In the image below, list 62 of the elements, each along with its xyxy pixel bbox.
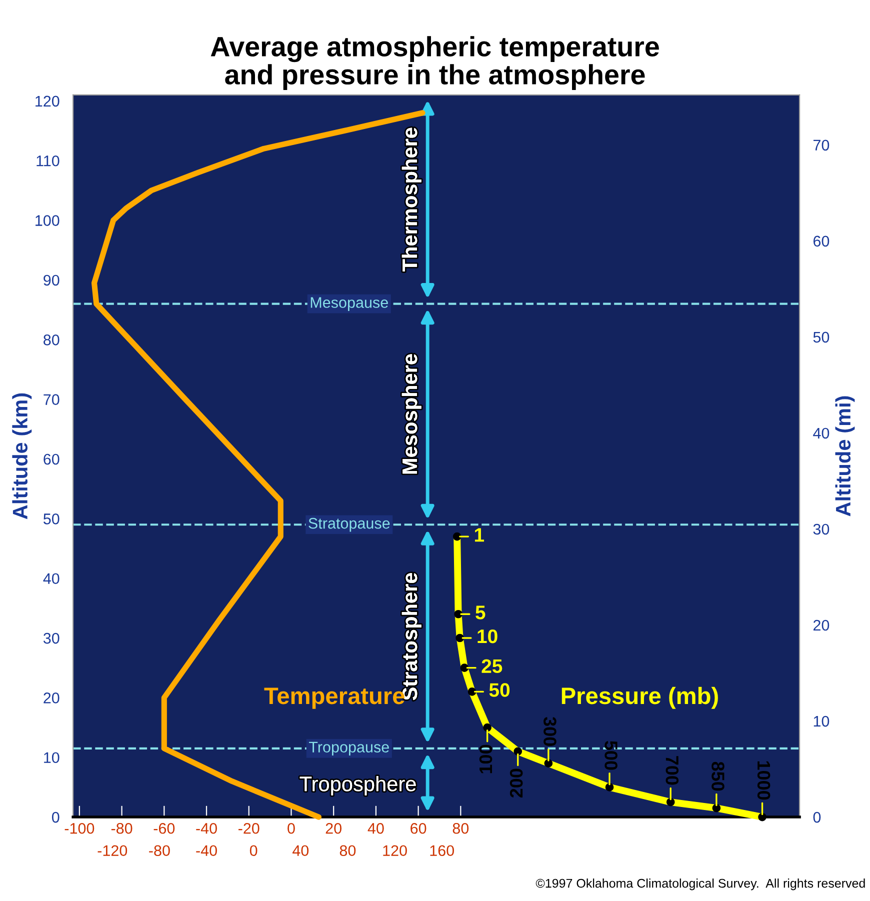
data-label: 25	[482, 659, 502, 674]
x2-tick-label: 40	[292, 845, 309, 856]
text: ©1997 Oklahoma Climatological Survey. All rights reserved	[536, 878, 865, 890]
x2-tick-label: 120	[383, 845, 407, 856]
x-tick-label: 40	[368, 822, 384, 834]
x-tick-label: 60	[410, 822, 426, 834]
y-tick-label: 50	[44, 514, 60, 524]
annotation: Thermosphere	[402, 128, 422, 272]
x2-tick-label: -40	[196, 845, 217, 856]
x-tick-label: -100	[64, 822, 94, 834]
data-label: 5	[476, 606, 486, 620]
y-tick-label: 10	[44, 752, 60, 764]
data-label: 300	[544, 716, 556, 746]
y2-tick-label: 70	[814, 140, 830, 151]
y-tick-label: 60	[44, 454, 60, 465]
y2-tick-label: 30	[813, 524, 830, 535]
y2-tick-label: 50	[813, 332, 830, 343]
chart-title: Average atmospheric temperature and pressure in the atmosphere	[210, 36, 659, 90]
x-tick-label: 80	[452, 822, 469, 834]
x2-tick-label: 0	[250, 845, 258, 856]
y-axis-title: Altitude (km)	[12, 393, 32, 520]
data-label: 50	[489, 683, 510, 697]
y-tick-label: 100	[36, 215, 60, 226]
data-label: 200	[510, 768, 523, 798]
data-label: 1000	[757, 761, 770, 800]
y2-axis-title: Altitude (mi)	[835, 396, 855, 516]
x-tick-label: -60	[154, 822, 175, 834]
data-label: 1	[474, 528, 484, 542]
x2-tick-label: -120	[98, 845, 128, 856]
annotation: Troposphere	[300, 776, 416, 796]
y-tick-label: 40	[43, 573, 60, 584]
y-tick-label: 30	[43, 632, 60, 644]
data-label: 700	[666, 756, 679, 785]
y2-tick-label: 60	[814, 236, 830, 247]
data-label: 850	[712, 762, 724, 791]
y-tick-label: 0	[52, 812, 60, 823]
annotation: Mesosphere	[402, 354, 422, 474]
y2-tick-label: 0	[813, 812, 821, 823]
y-tick-label: 110	[36, 155, 60, 166]
x2-tick-label: 80	[340, 845, 356, 856]
x2-tick-label: 160	[430, 845, 454, 856]
y2-tick-label: 20	[813, 620, 830, 631]
data-label: 100	[479, 744, 492, 774]
x-tick-label: -20	[238, 822, 260, 834]
x-tick-label: -40	[196, 822, 217, 834]
ref-line-label: Tropopause	[308, 742, 389, 756]
y-tick-label: 70	[44, 394, 60, 405]
y-tick-label: 80	[44, 334, 60, 346]
x2-tick-label: -80	[149, 845, 170, 856]
text: Pressure (mb)	[562, 686, 718, 709]
data-label: 500	[604, 740, 618, 770]
data-label: 10	[478, 629, 498, 644]
y-tick-label: 120	[36, 96, 60, 107]
y2-tick-label: 40	[813, 428, 830, 439]
y2-tick-label: 10	[814, 716, 830, 727]
x-tick-label: -80	[111, 822, 132, 834]
ref-line-label: Mesopause	[310, 297, 388, 311]
x-tick-label: 20	[326, 822, 342, 834]
y-tick-label: 90	[44, 274, 60, 286]
x-tick-label: 0	[288, 822, 295, 834]
ref-line-label: Stratopause	[308, 518, 390, 532]
y-tick-label: 20	[44, 692, 60, 704]
